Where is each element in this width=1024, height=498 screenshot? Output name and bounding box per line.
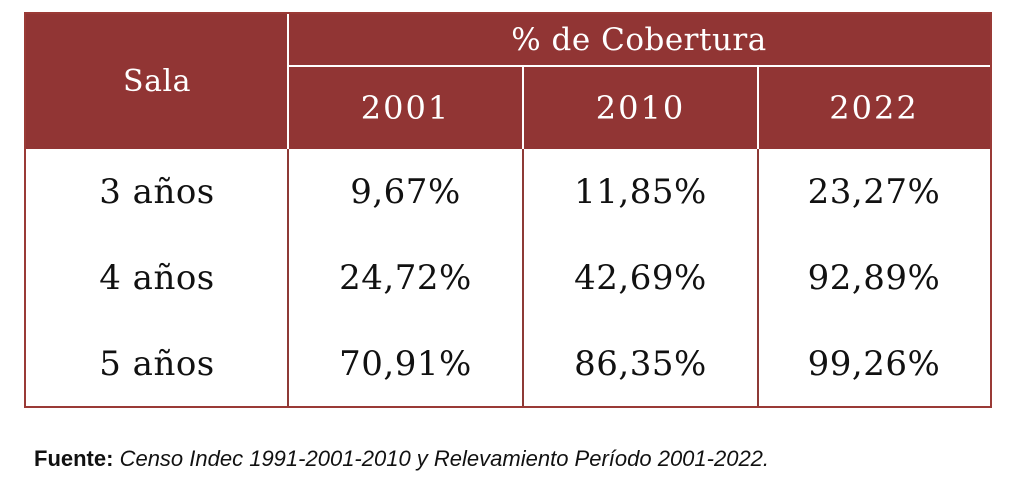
cell-3-anos-2010: 11,85% — [574, 172, 707, 212]
header-year-2010: 2010 — [523, 66, 758, 149]
cell-4-anos-2022: 92,89% — [807, 258, 941, 298]
cell-3-anos-2001: 9,67% — [350, 172, 461, 212]
header-divider-v2 — [522, 66, 524, 149]
cell-4-anos-2001: 24,72% — [339, 258, 472, 298]
cell-5-anos-2022: 99,26% — [807, 343, 941, 384]
body-divider-v2 — [522, 149, 524, 406]
body-divider-v1 — [287, 149, 289, 406]
source-note: Fuente: Censo Indec 1991-2001-2010 y Rel… — [34, 446, 769, 472]
cell-3-anos-2022: 23,27% — [807, 172, 941, 212]
coverage-table-grid: Sala % de Cobertura 2001 2010 2022 3 año… — [26, 14, 990, 406]
source-text: Censo Indec 1991-2001-2010 y Relevamient… — [119, 446, 770, 471]
header-divider-v3 — [757, 66, 759, 149]
row-label-4-anos: 4 años — [99, 258, 215, 298]
coverage-table: Sala % de Cobertura 2001 2010 2022 3 año… — [24, 12, 992, 408]
header-divider-h — [288, 65, 990, 67]
cell-4-anos-2010: 42,69% — [574, 258, 707, 298]
row-label-5-anos: 5 años — [99, 343, 215, 384]
cell-5-anos-2010: 86,35% — [574, 343, 707, 384]
header-divider-v1 — [287, 14, 289, 149]
row-label-3-anos: 3 años — [99, 172, 215, 212]
header-sala: Sala — [26, 14, 288, 149]
header-coverage-group: % de Cobertura — [288, 14, 990, 66]
source-label: Fuente: — [34, 446, 114, 471]
header-year-2001: 2001 — [288, 66, 523, 149]
cell-5-anos-2001: 70,91% — [339, 343, 472, 384]
header-year-2022: 2022 — [758, 66, 990, 149]
body-divider-v3 — [757, 149, 759, 406]
